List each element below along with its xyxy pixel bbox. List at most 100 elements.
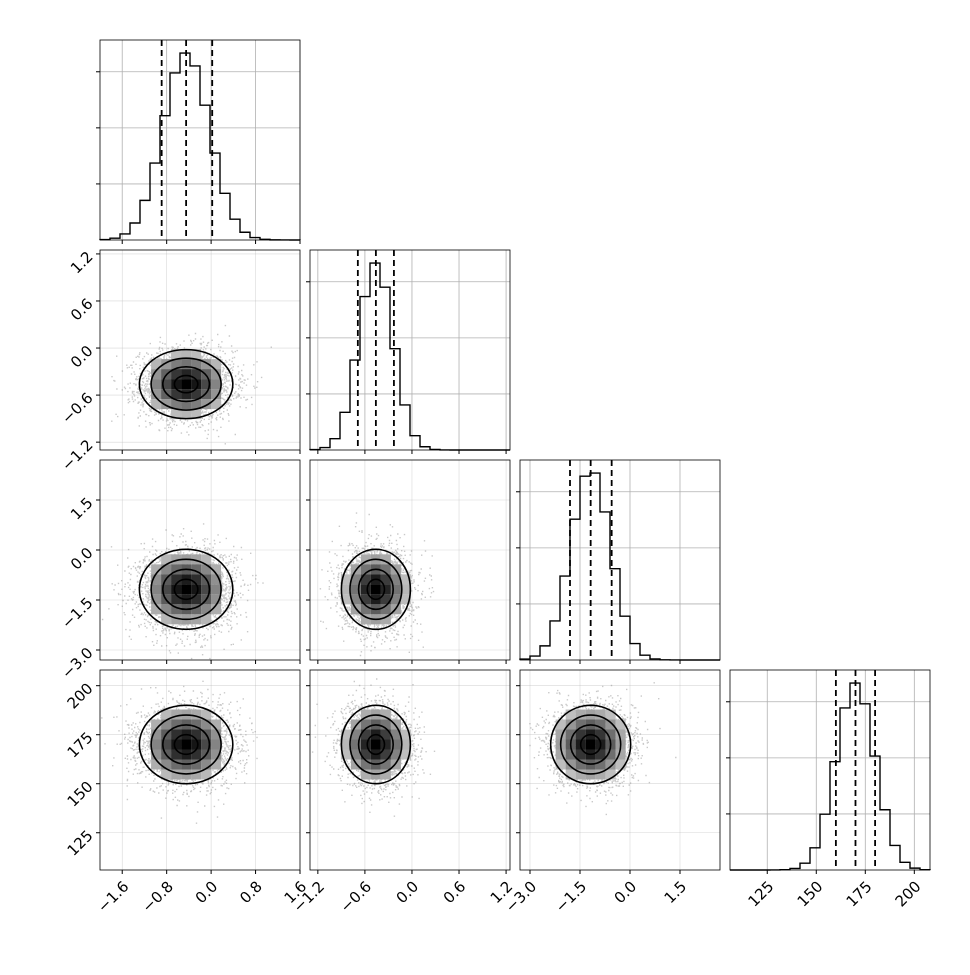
density-cell xyxy=(201,399,212,410)
density-cell xyxy=(211,749,222,760)
density-cell xyxy=(171,574,182,585)
density-cell xyxy=(211,359,222,370)
density-cell xyxy=(151,739,162,750)
density-cell xyxy=(211,759,222,770)
density-cell xyxy=(380,554,391,565)
density-cell xyxy=(615,759,626,770)
density-cell xyxy=(605,719,616,730)
density-cell xyxy=(161,554,172,565)
density-cell xyxy=(191,369,202,380)
density-cell xyxy=(380,709,391,720)
density-cell xyxy=(340,584,351,595)
contour-line xyxy=(340,548,412,631)
density-cell xyxy=(201,379,212,390)
x-tick-label: 0.8 xyxy=(236,878,266,908)
density-cell xyxy=(171,389,182,400)
density-cell xyxy=(595,749,606,760)
y-tick-label: −1.5 xyxy=(58,594,96,632)
density-cell xyxy=(390,739,401,750)
density-cell xyxy=(585,739,596,750)
x-tick-label: 0.0 xyxy=(393,878,423,908)
density-cell xyxy=(161,739,172,750)
density-cell xyxy=(211,389,222,400)
y-tick-label: 125 xyxy=(64,827,97,860)
density-cell xyxy=(171,564,182,575)
density-cell xyxy=(191,604,202,615)
density-cell xyxy=(380,564,391,575)
y-tick-label: 150 xyxy=(64,778,97,811)
density-cell xyxy=(181,359,192,370)
density-cell xyxy=(191,749,202,760)
density-cell xyxy=(605,759,616,770)
contour-line xyxy=(173,733,199,756)
panel-frame xyxy=(99,249,301,451)
density-cell xyxy=(360,719,371,730)
density-cell xyxy=(161,359,172,370)
contour-line xyxy=(579,733,602,756)
panel-2-0 xyxy=(96,459,301,664)
panel-frame xyxy=(519,459,721,661)
density-cell xyxy=(161,584,172,595)
histogram-step xyxy=(519,472,720,661)
density-cell xyxy=(191,554,202,565)
density-cell xyxy=(350,749,361,760)
x-tick-label: −0.8 xyxy=(138,878,176,916)
density-cell xyxy=(390,729,401,740)
y-tick-label: −3.0 xyxy=(58,644,96,682)
panel-3-0 xyxy=(96,669,301,874)
x-tick-label: 0.0 xyxy=(611,878,641,908)
density-cell xyxy=(161,564,172,575)
density-cell xyxy=(360,574,371,585)
density-cell xyxy=(171,359,182,370)
density-cell xyxy=(565,759,576,770)
density-cell xyxy=(340,729,351,740)
density-cell xyxy=(171,614,182,625)
density-cell xyxy=(191,564,202,575)
density-cell xyxy=(191,614,202,625)
panel-frame xyxy=(729,669,931,871)
density-cell xyxy=(171,349,182,360)
density-cell xyxy=(191,574,202,585)
density-cell xyxy=(201,584,212,595)
density-cell xyxy=(151,389,162,400)
density-cell xyxy=(615,729,626,740)
density-cell xyxy=(191,389,202,400)
density-cell xyxy=(201,769,212,780)
panel-0-0 xyxy=(96,39,301,244)
density-cell xyxy=(350,584,361,595)
density-cell xyxy=(201,554,212,565)
density-cell xyxy=(171,554,182,565)
density-cell xyxy=(181,399,192,410)
density-cell xyxy=(151,759,162,770)
density-cell xyxy=(201,709,212,720)
panel-frame xyxy=(99,39,301,241)
density-cell xyxy=(161,709,172,720)
density-cell xyxy=(201,359,212,370)
density-cell xyxy=(181,379,192,390)
density-cell xyxy=(400,594,411,605)
density-cell xyxy=(191,759,202,770)
density-cell xyxy=(211,399,222,410)
density-cell xyxy=(171,604,182,615)
x-tick-label: 150 xyxy=(794,878,827,911)
density-cell xyxy=(201,739,212,750)
density-cell xyxy=(211,719,222,730)
density-cell xyxy=(565,749,576,760)
density-cell xyxy=(380,739,391,750)
contour-line xyxy=(366,578,386,601)
density-cell xyxy=(575,709,586,720)
density-cell xyxy=(400,739,411,750)
contour-line xyxy=(340,704,412,785)
density-cell xyxy=(380,574,391,585)
density-cell xyxy=(555,749,566,760)
y-tick-label: 200 xyxy=(64,679,97,712)
y-tick-label: 175 xyxy=(64,729,97,762)
density-cell xyxy=(360,604,371,615)
contour-line xyxy=(162,366,211,403)
density-cell xyxy=(350,594,361,605)
density-cell xyxy=(151,584,162,595)
density-cell xyxy=(171,759,182,770)
density-cell xyxy=(151,719,162,730)
density-cell xyxy=(191,379,202,390)
density-cell xyxy=(181,349,192,360)
